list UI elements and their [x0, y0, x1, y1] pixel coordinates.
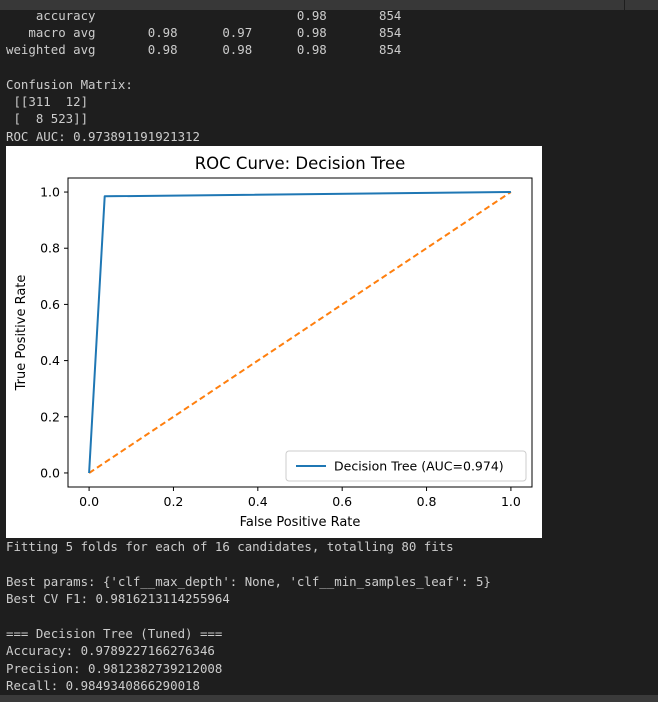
output-line: ROC AUC: 0.973891191921312 [6, 129, 200, 144]
previous-output-strip [0, 0, 658, 10]
roc-chart: ROC Curve: Decision Tree 0.0 0.2 0.4 0.6 0.8 1… [14, 154, 533, 530]
y-tick-label: 1.0 [40, 185, 60, 200]
horizontal-scrollbar[interactable] [0, 695, 658, 702]
output-after-line: Best CV F1: 0.9816213114255964 [6, 591, 230, 606]
y-tick-label: 0.0 [40, 465, 60, 480]
chart-title: ROC Curve: Decision Tree [195, 154, 406, 173]
chance-diagonal-line [88, 191, 512, 474]
output-line: [ 8 523]] [6, 111, 89, 126]
x-tick-label: 1.0 [501, 494, 521, 509]
x-axis-label: False Positive Rate [240, 515, 361, 530]
output-after-line: Best params: {'clf__max_depth': None, 'c… [6, 574, 491, 589]
x-tick-label: 0.2 [164, 494, 184, 509]
output-after-line: Accuracy: 0.9789227166276346 [6, 643, 215, 658]
roc-plot-figure: ROC Curve: Decision Tree 0.0 0.2 0.4 0.6 0.8 1… [6, 146, 542, 538]
x-tick-label: 0.4 [248, 494, 268, 509]
legend-label: Decision Tree (AUC=0.974) [334, 459, 504, 474]
output-line: weighted avg 0.98 0.98 0.98 854 [6, 42, 402, 57]
output-after-line: === Decision Tree (Tuned) === [6, 626, 223, 641]
output-line: macro avg 0.98 0.97 0.98 854 [6, 25, 402, 40]
plot-frame [67, 177, 533, 488]
y-tick-label: 0.8 [40, 241, 60, 256]
y-tick-label: 0.6 [40, 297, 60, 312]
output-after-line: Recall: 0.9849340866290018 [6, 678, 200, 693]
x-tick-label: 0.0 [79, 494, 99, 509]
scrollbar-divider [624, 0, 625, 10]
output-line: [[311 12] [6, 94, 89, 109]
output-line: Confusion Matrix: [6, 77, 133, 92]
output-after-line: Fitting 5 folds for each of 16 candidate… [6, 539, 454, 554]
y-axis-label: True Positive Rate [14, 275, 29, 392]
roc-curve-line [88, 191, 511, 474]
output-after-line: Precision: 0.9812382739212008 [6, 661, 223, 676]
y-tick-label: 0.2 [40, 409, 60, 424]
x-tick-label: 0.6 [332, 494, 352, 509]
legend-box [285, 450, 527, 482]
output-line: accuracy 0.98 854 [6, 8, 402, 23]
x-tick-label: 0.8 [417, 494, 437, 509]
y-tick-label: 0.4 [40, 353, 60, 368]
